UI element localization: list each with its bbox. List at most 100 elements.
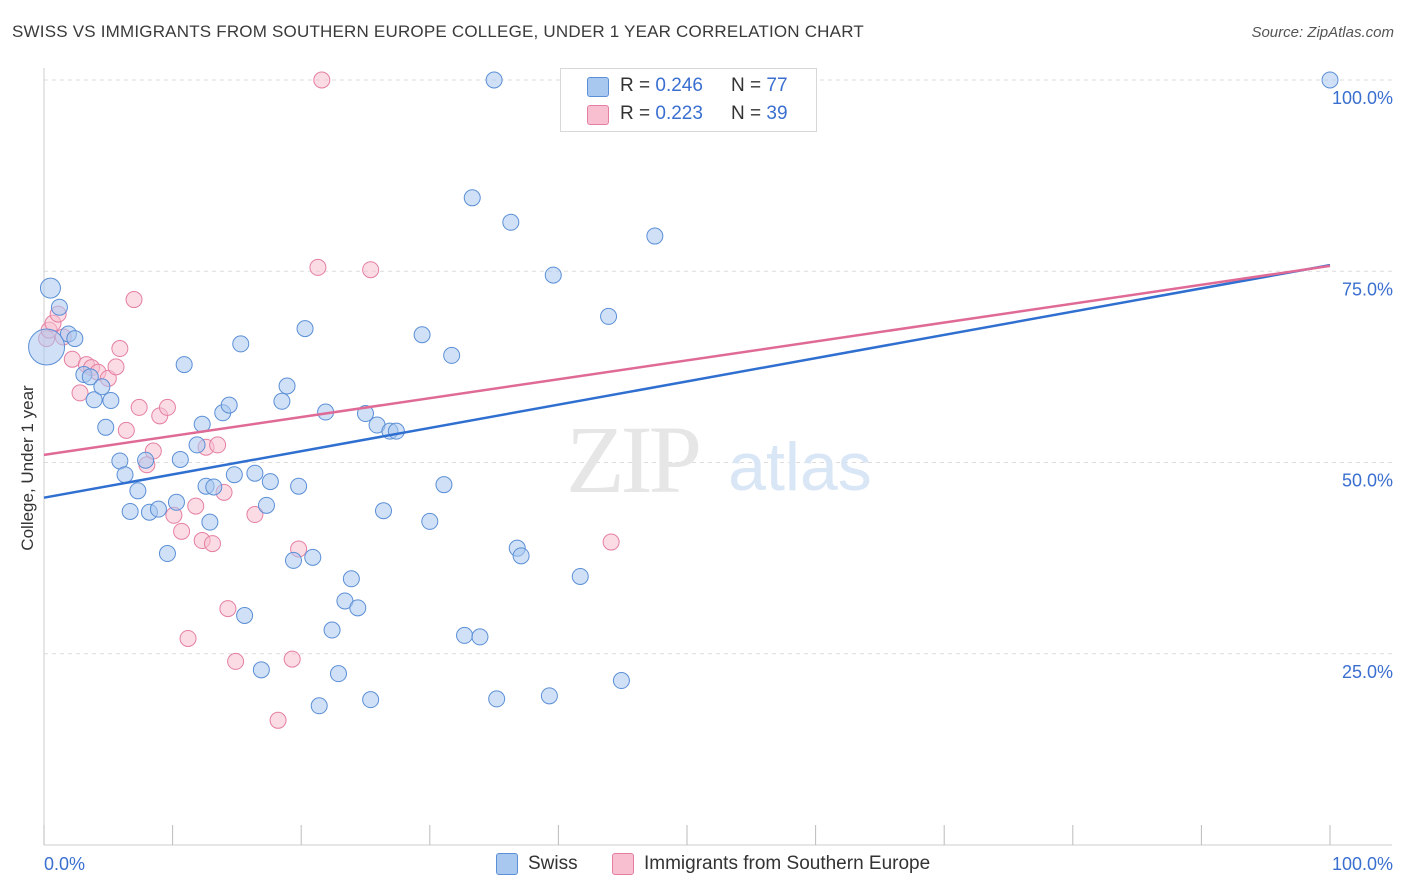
- swiss-point: [167, 493, 185, 511]
- immigrants-point: [107, 358, 125, 376]
- immigrants-point: [283, 650, 301, 668]
- immigrants-point: [173, 522, 191, 540]
- watermark: ZIP atlas: [566, 406, 872, 513]
- x-tick-label: 100.0%: [1332, 854, 1393, 874]
- y-tick-label: 75.0%: [1342, 279, 1393, 299]
- gridlines: [44, 79, 1392, 655]
- swiss-point: [252, 661, 270, 679]
- swiss-n-value: 77: [766, 75, 788, 96]
- swiss-point: [310, 697, 328, 715]
- swiss-point: [246, 464, 264, 482]
- immigrants-point: [203, 535, 221, 553]
- swiss-point: [50, 298, 68, 316]
- swiss-point: [93, 378, 111, 396]
- y-tick-label: 50.0%: [1342, 471, 1393, 491]
- swiss-point: [488, 690, 506, 708]
- swiss-point: [97, 418, 115, 436]
- swiss-point: [149, 500, 167, 518]
- swiss-point: [304, 548, 322, 566]
- swiss-point: [349, 599, 367, 617]
- swiss-point: [284, 551, 302, 569]
- swiss-point: [158, 545, 176, 563]
- swiss-point: [273, 392, 291, 410]
- swiss-point: [471, 628, 489, 646]
- immigrants-n-label: N =: [731, 103, 767, 124]
- swiss-point: [66, 330, 84, 348]
- immigrants-point: [111, 340, 129, 358]
- swiss-point: [435, 476, 453, 494]
- swiss-point: [571, 567, 589, 585]
- immigrants-r-label: R =: [620, 103, 656, 124]
- swiss-points: [28, 71, 1339, 715]
- swiss-point: [463, 189, 481, 207]
- immigrants-legend-label: Immigrants from Southern Europe: [644, 853, 931, 874]
- immigrants-point: [130, 398, 148, 416]
- swiss-legend-swatch: [496, 853, 518, 875]
- immigrants-point: [309, 258, 327, 276]
- swiss-point: [102, 392, 120, 410]
- swiss-point: [220, 396, 238, 414]
- swiss-point: [375, 502, 393, 520]
- source-credit: Source: ZipAtlas.com: [1251, 24, 1394, 41]
- immigrants-point: [269, 711, 287, 729]
- immigrants-point: [187, 497, 205, 515]
- swiss-r-value: 0.246: [655, 75, 703, 96]
- swiss-point: [544, 266, 562, 284]
- immigrants-point: [209, 436, 227, 454]
- swiss-point: [540, 687, 558, 705]
- y-tick-label: 100.0%: [1332, 88, 1393, 108]
- swiss-point: [81, 368, 99, 386]
- immigrants-trend-line: [43, 264, 1331, 457]
- trend-lines: [43, 263, 1331, 499]
- immigrants-point: [125, 291, 143, 309]
- swiss-point: [225, 466, 243, 484]
- swiss-point: [512, 547, 530, 565]
- immigrants-point: [117, 421, 135, 439]
- swiss-point: [329, 665, 347, 683]
- tick-labels: 25.0% 50.0% 75.0% 100.0% 0.0% 100.0%: [44, 88, 1393, 874]
- swiss-point: [171, 450, 189, 468]
- swiss-point: [387, 422, 405, 440]
- swiss-r-label: R =: [620, 75, 656, 96]
- swiss-point: [205, 478, 223, 496]
- swiss-point: [456, 626, 474, 644]
- swiss-point: [236, 607, 254, 624]
- swiss-point: [39, 277, 61, 299]
- swiss-trend-line: [43, 263, 1331, 499]
- swiss-point: [28, 328, 66, 366]
- immigrants-point: [179, 629, 197, 647]
- swiss-point: [485, 71, 503, 89]
- legend: R = 0.246 N = 77 R = 0.223 N = 39: [560, 68, 817, 132]
- swiss-point: [137, 451, 155, 469]
- swiss-point: [600, 307, 618, 325]
- swiss-point: [342, 570, 360, 588]
- swiss-point: [232, 335, 250, 353]
- immigrants-point: [362, 261, 380, 279]
- immigrants-point: [313, 71, 331, 89]
- immigrants-point: [63, 350, 81, 368]
- immigrants-n-value: 39: [766, 103, 788, 124]
- swiss-point: [443, 346, 461, 364]
- swiss-point: [85, 391, 103, 409]
- swiss-point: [357, 405, 374, 423]
- swiss-point: [257, 496, 275, 514]
- x-tick-label: 0.0%: [44, 854, 85, 874]
- swiss-point: [323, 621, 341, 639]
- immigrants-r-value: 0.223: [655, 103, 703, 124]
- swiss-n-label: N =: [731, 75, 767, 96]
- swiss-point: [121, 502, 139, 520]
- chart-title: SWISS VS IMMIGRANTS FROM SOUTHERN EUROPE…: [12, 22, 864, 41]
- swiss-point: [290, 477, 308, 495]
- immigrants-point: [602, 533, 620, 551]
- watermark-atlas: atlas: [728, 429, 872, 505]
- axes: [43, 68, 1392, 846]
- swiss-point: [1321, 71, 1339, 89]
- immigrants-swatch: [587, 105, 609, 125]
- swiss-point: [421, 512, 439, 530]
- immigrants-point: [158, 398, 176, 416]
- swiss-point: [362, 691, 380, 709]
- swiss-point: [188, 436, 206, 454]
- immigrants-point: [227, 652, 245, 670]
- immigrants-point: [246, 506, 264, 524]
